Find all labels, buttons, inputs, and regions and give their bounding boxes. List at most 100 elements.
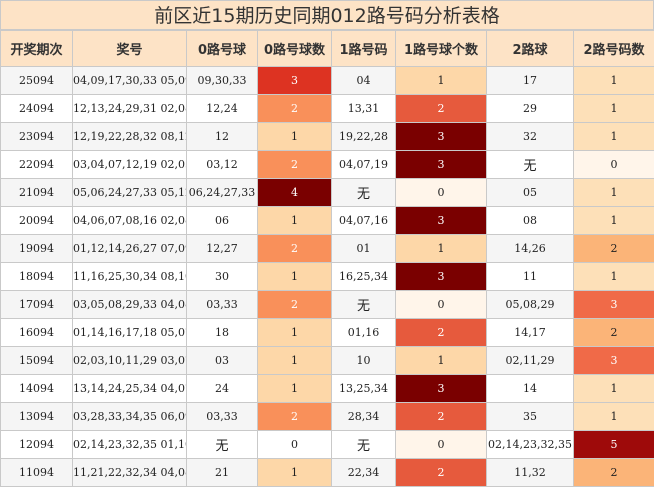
cell-period: 23094 xyxy=(0,122,73,151)
header-one-numbers: 1路号码 xyxy=(331,30,396,67)
cell-two-balls: 11 xyxy=(486,262,574,291)
cell-two-count: 1 xyxy=(573,262,654,291)
cell-zero-balls: 03 xyxy=(186,346,258,375)
cell-zero-balls: 21 xyxy=(186,458,258,487)
cell-numbers: 02,03,10,11,29 03,07 xyxy=(72,346,187,375)
table-row: 24094 12,13,24,29,31 02,08 12,24 2 13,31 2 29 1 xyxy=(0,94,654,123)
cell-two-count: 3 xyxy=(573,290,654,319)
cell-period: 20094 xyxy=(0,206,73,235)
cell-numbers: 13,14,24,25,34 04,07 xyxy=(72,374,187,403)
cell-zero-count: 2 xyxy=(257,402,332,431)
cell-one-count: 2 xyxy=(395,402,487,431)
cell-two-count: 3 xyxy=(573,346,654,375)
cell-one-numbers: 无 xyxy=(331,430,396,459)
cell-two-balls: 11,32 xyxy=(486,458,574,487)
header-row: 开奖期次 奖号 0路号球 0路号球数 1路号码 1路号球个数 2路球 2路号码数 xyxy=(0,30,654,67)
cell-numbers: 11,16,25,30,34 08,10 xyxy=(72,262,187,291)
cell-period: 16094 xyxy=(0,318,73,347)
cell-one-numbers: 19,22,28 xyxy=(331,122,396,151)
cell-zero-count: 1 xyxy=(257,318,332,347)
table-row: 25094 04,09,17,30,33 05,09 09,30,33 3 04 1 17 1 xyxy=(0,66,654,95)
table-row: 11094 11,21,22,32,34 04,08 21 1 22,34 2 11,32 2 xyxy=(0,458,654,487)
cell-two-balls: 02,11,29 xyxy=(486,346,574,375)
cell-period: 13094 xyxy=(0,402,73,431)
cell-one-count: 3 xyxy=(395,262,487,291)
table-row: 17094 03,05,08,29,33 04,08 03,33 2 无 0 05,08,2… xyxy=(0,290,654,319)
cell-zero-count: 2 xyxy=(257,290,332,319)
cell-zero-balls: 06 xyxy=(186,206,258,235)
header-numbers: 奖号 xyxy=(72,30,187,67)
cell-numbers: 02,14,23,32,35 01,10 xyxy=(72,430,187,459)
cell-one-numbers: 28,34 xyxy=(331,402,396,431)
cell-two-count: 2 xyxy=(573,234,654,263)
cell-two-balls: 35 xyxy=(486,402,574,431)
cell-period: 17094 xyxy=(0,290,73,319)
cell-two-balls: 14 xyxy=(486,374,574,403)
cell-one-count: 3 xyxy=(395,150,487,179)
cell-zero-balls: 12,27 xyxy=(186,234,258,263)
table-row: 15094 02,03,10,11,29 03,07 03 1 10 1 02,11,29 3 xyxy=(0,346,654,375)
cell-numbers: 01,14,16,17,18 05,07 xyxy=(72,318,187,347)
cell-two-count: 0 xyxy=(573,150,654,179)
cell-zero-balls: 03,12 xyxy=(186,150,258,179)
cell-one-numbers: 13,25,34 xyxy=(331,374,396,403)
cell-one-count: 3 xyxy=(395,206,487,235)
header-zero-count: 0路号球数 xyxy=(257,30,332,67)
cell-zero-count: 2 xyxy=(257,150,332,179)
cell-one-numbers: 01,16 xyxy=(331,318,396,347)
table-title: 前区近15期历史同期012路号码分析表格 xyxy=(0,0,654,30)
cell-period: 18094 xyxy=(0,262,73,291)
cell-zero-balls: 09,30,33 xyxy=(186,66,258,95)
cell-numbers: 11,21,22,32,34 04,08 xyxy=(72,458,187,487)
cell-one-numbers: 04,07,16 xyxy=(331,206,396,235)
cell-numbers: 04,09,17,30,33 05,09 xyxy=(72,66,187,95)
cell-numbers: 03,28,33,34,35 06,09 xyxy=(72,402,187,431)
header-two-count: 2路号码数 xyxy=(573,30,654,67)
cell-two-count: 1 xyxy=(573,66,654,95)
cell-one-numbers: 04,07,19 xyxy=(331,150,396,179)
cell-one-count: 3 xyxy=(395,374,487,403)
table-row: 18094 11,16,25,30,34 08,10 30 1 16,25,34 3 11 1 xyxy=(0,262,654,291)
cell-one-count: 2 xyxy=(395,458,487,487)
cell-zero-balls: 03,33 xyxy=(186,290,258,319)
cell-two-count: 2 xyxy=(573,318,654,347)
cell-zero-count: 1 xyxy=(257,122,332,151)
cell-zero-balls: 12,24 xyxy=(186,94,258,123)
cell-one-count: 1 xyxy=(395,66,487,95)
cell-two-count: 1 xyxy=(573,402,654,431)
cell-period: 11094 xyxy=(0,458,73,487)
table-row: 12094 02,14,23,32,35 01,10 无 0 无 0 02,14,23,32… xyxy=(0,430,654,459)
header-one-count: 1路号球个数 xyxy=(395,30,487,67)
cell-zero-balls: 06,24,27,33 xyxy=(186,178,258,207)
table-row: 21094 05,06,24,27,33 05,12 06,24,27,33 4 无 0 0… xyxy=(0,178,654,207)
cell-one-count: 1 xyxy=(395,234,487,263)
cell-one-count: 0 xyxy=(395,430,487,459)
cell-two-balls: 05 xyxy=(486,178,574,207)
cell-period: 24094 xyxy=(0,94,73,123)
cell-numbers: 05,06,24,27,33 05,12 xyxy=(72,178,187,207)
cell-period: 14094 xyxy=(0,374,73,403)
cell-one-count: 2 xyxy=(395,318,487,347)
cell-two-count: 2 xyxy=(573,458,654,487)
cell-zero-count: 1 xyxy=(257,206,332,235)
cell-one-count: 0 xyxy=(395,178,487,207)
cell-numbers: 04,06,07,08,16 02,08 xyxy=(72,206,187,235)
cell-one-count: 2 xyxy=(395,94,487,123)
cell-zero-balls: 12 xyxy=(186,122,258,151)
cell-period: 12094 xyxy=(0,430,73,459)
cell-one-numbers: 无 xyxy=(331,178,396,207)
cell-period: 21094 xyxy=(0,178,73,207)
header-two-balls: 2路球 xyxy=(486,30,574,67)
cell-one-numbers: 01 xyxy=(331,234,396,263)
cell-zero-count: 2 xyxy=(257,94,332,123)
cell-zero-balls: 03,33 xyxy=(186,402,258,431)
cell-two-balls: 14,17 xyxy=(486,318,574,347)
cell-two-balls: 32 xyxy=(486,122,574,151)
table-row: 20094 04,06,07,08,16 02,08 06 1 04,07,16 3 08 1 xyxy=(0,206,654,235)
header-zero-balls: 0路号球 xyxy=(186,30,258,67)
cell-zero-balls: 30 xyxy=(186,262,258,291)
cell-two-count: 1 xyxy=(573,374,654,403)
cell-period: 19094 xyxy=(0,234,73,263)
cell-one-count: 3 xyxy=(395,122,487,151)
cell-one-count: 1 xyxy=(395,346,487,375)
